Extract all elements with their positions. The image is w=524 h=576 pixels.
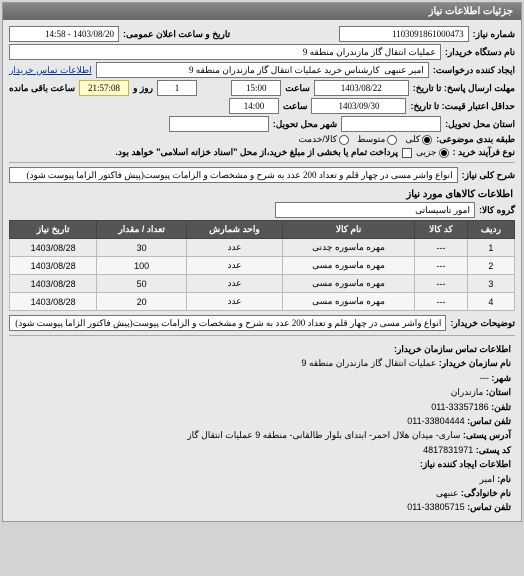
table-cell: مهره ماسوره مسی bbox=[283, 293, 415, 311]
delivery-state-input[interactable] bbox=[341, 116, 441, 132]
table-cell: عدد bbox=[186, 239, 282, 257]
table-cell: عدد bbox=[186, 275, 282, 293]
table-cell: 100 bbox=[97, 257, 187, 275]
table-header-cell: واحد شمارش bbox=[186, 221, 282, 239]
table-row[interactable]: 4---مهره ماسوره مسیعدد201403/08/28 bbox=[10, 293, 515, 311]
delivery-state-label: استان محل تحویل: bbox=[445, 119, 515, 130]
table-cell: عدد bbox=[186, 257, 282, 275]
table-cell: مهره ماسوره مسی bbox=[283, 257, 415, 275]
valid-to-label: حداقل اعتبار قیمت: تا تاریخ: bbox=[410, 101, 515, 112]
process-group: جزیی bbox=[416, 147, 449, 158]
items-table: ردیفکد کالانام کالاواحد شمارشتعداد / مقد… bbox=[9, 220, 515, 311]
valid-time-label: ساعت bbox=[283, 101, 308, 112]
group-input[interactable] bbox=[275, 202, 475, 218]
desc-label: شرح کلی نیاز: bbox=[462, 170, 515, 181]
table-header-cell: تاریخ نیاز bbox=[10, 221, 97, 239]
table-cell: 50 bbox=[97, 275, 187, 293]
items-title: اطلاعات کالاهای مورد نیاز bbox=[11, 189, 513, 200]
table-cell: 1403/08/28 bbox=[10, 257, 97, 275]
buyer-label: نام دستگاه خریدار: bbox=[445, 47, 515, 58]
process-label: نوع فرآیند خرید : bbox=[453, 147, 516, 158]
table-cell: 2 bbox=[467, 257, 514, 275]
table-header-cell: کد کالا bbox=[415, 221, 468, 239]
org-contact-block: اطلاعات تماس سازمان خریدار: نام سازمان خ… bbox=[9, 340, 515, 517]
table-row[interactable]: 2---مهره ماسوره مسیعدد1001403/08/28 bbox=[10, 257, 515, 275]
contact-link[interactable]: اطلاعات تماس خریدار bbox=[9, 65, 92, 76]
radio-item[interactable]: کالا/خدمت bbox=[298, 134, 349, 145]
valid-time-input[interactable] bbox=[229, 98, 279, 114]
table-cell: 20 bbox=[97, 293, 187, 311]
table-cell: --- bbox=[415, 257, 468, 275]
valid-date-input[interactable] bbox=[311, 98, 406, 114]
buyer-note-input[interactable] bbox=[9, 315, 446, 331]
table-cell: مهره ماسوره چدنی bbox=[283, 239, 415, 257]
table-cell: 1 bbox=[467, 239, 514, 257]
announce-label: تاریخ و ساعت اعلان عمومی: bbox=[123, 29, 230, 40]
form-body: شماره نیاز: تاریخ و ساعت اعلان عمومی: نا… bbox=[3, 20, 521, 521]
remain-time-input bbox=[79, 80, 129, 96]
table-cell: 4 bbox=[467, 293, 514, 311]
creator-label: ایجاد کننده درخواست: bbox=[433, 65, 515, 76]
creator-input[interactable] bbox=[96, 62, 429, 78]
buyer-note-label: توضیحات خریدار: bbox=[450, 318, 515, 329]
table-cell: --- bbox=[415, 239, 468, 257]
reply-time-label: ساعت bbox=[285, 83, 310, 94]
reply-time-input[interactable] bbox=[231, 80, 281, 96]
reply-to-label: مهلت ارسال پاسخ: تا تاریخ: bbox=[413, 83, 515, 94]
process-note: پرداخت تمام یا بخشی از مبلغ خرید،از محل … bbox=[115, 147, 398, 158]
group-label: گروه کالا: bbox=[479, 205, 515, 216]
table-header-cell: ردیف bbox=[467, 221, 514, 239]
table-cell: مهره ماسوره مسی bbox=[283, 275, 415, 293]
table-cell: 1403/08/28 bbox=[10, 275, 97, 293]
classification-group: کلی متوسط کالا/خدمت bbox=[298, 134, 432, 145]
buyer-input[interactable] bbox=[9, 44, 441, 60]
table-cell: 1403/08/28 bbox=[10, 293, 97, 311]
table-cell: 3 bbox=[467, 275, 514, 293]
delivery-city-input[interactable] bbox=[169, 116, 269, 132]
radio-partial[interactable]: جزیی bbox=[416, 147, 449, 158]
days-input[interactable] bbox=[157, 80, 197, 96]
delivery-city-label: شهر محل تحویل: bbox=[273, 119, 337, 130]
announce-input[interactable] bbox=[9, 26, 119, 42]
org-contact-title: اطلاعات تماس سازمان خریدار: bbox=[394, 344, 511, 354]
radio-mid[interactable]: متوسط bbox=[357, 134, 397, 145]
days-label: روز و bbox=[133, 83, 153, 94]
reply-date-input[interactable] bbox=[314, 80, 409, 96]
table-cell: 1403/08/28 bbox=[10, 239, 97, 257]
creator-contact-title: اطلاعات ایجاد کننده نیاز: bbox=[420, 459, 511, 469]
desc-input[interactable] bbox=[9, 167, 458, 183]
treasury-checkbox[interactable] bbox=[402, 148, 412, 158]
table-cell: --- bbox=[415, 275, 468, 293]
classification-label: طبقه بندی موضوعی: bbox=[436, 134, 515, 145]
request-no-label: شماره نیاز: bbox=[473, 29, 515, 40]
panel-title: جزئیات اطلاعات نیاز bbox=[3, 3, 521, 20]
table-header-cell: تعداد / مقدار bbox=[97, 221, 187, 239]
table-row[interactable]: 3---مهره ماسوره مسیعدد501403/08/28 bbox=[10, 275, 515, 293]
table-header-row: ردیفکد کالانام کالاواحد شمارشتعداد / مقد… bbox=[10, 221, 515, 239]
request-no-input[interactable] bbox=[339, 26, 469, 42]
table-cell: عدد bbox=[186, 293, 282, 311]
table-row[interactable]: 1---مهره ماسوره چدنیعدد301403/08/28 bbox=[10, 239, 515, 257]
details-panel: جزئیات اطلاعات نیاز شماره نیاز: تاریخ و … bbox=[2, 2, 522, 522]
table-cell: 30 bbox=[97, 239, 187, 257]
radio-all[interactable]: کلی bbox=[405, 134, 432, 145]
remain-label: ساعت باقی مانده bbox=[9, 83, 75, 94]
table-header-cell: نام کالا bbox=[283, 221, 415, 239]
table-cell: --- bbox=[415, 293, 468, 311]
